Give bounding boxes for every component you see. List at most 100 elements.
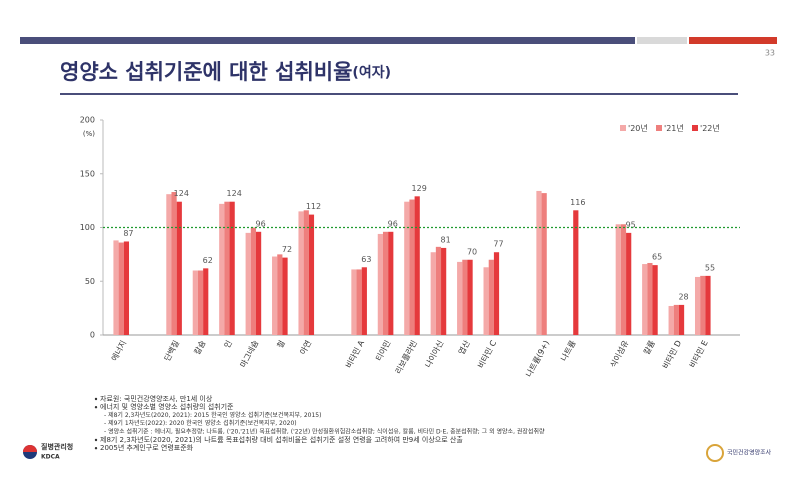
bar (620, 224, 627, 335)
bar (377, 233, 383, 335)
logo-name: 질병관리청 (41, 442, 73, 451)
bar (351, 269, 357, 335)
header-bar (637, 37, 687, 44)
bar (113, 240, 119, 335)
bar (441, 247, 447, 335)
data-label: 77 (493, 240, 503, 249)
bar (435, 246, 442, 335)
bar (430, 252, 436, 335)
bar (668, 305, 674, 335)
x-tick-label: 나트륨 (559, 339, 577, 363)
y-tick-label: 50 (85, 277, 95, 286)
x-tick-label: 에너지 (109, 338, 128, 362)
bullet (94, 406, 98, 409)
bar (652, 265, 658, 335)
y-tick-label: 200 (80, 116, 95, 125)
x-tick-label: 나트륨(9+) (524, 339, 551, 379)
x-tick-label: 식이섬유 (608, 338, 631, 369)
bar (409, 199, 415, 335)
bar (404, 201, 410, 335)
logo-abbr: KDCA (41, 454, 60, 461)
data-label: 112 (306, 202, 321, 211)
data-label: 63 (361, 255, 371, 264)
title-main: 영양소 섭취기준에 대한 섭취비율 (60, 60, 352, 84)
legend-label: '21년 (664, 123, 684, 133)
title-underline (60, 93, 738, 95)
footnote: - 제9기 1차년도(2022): 2020 한국인 영양소 섭취기준(보건복지… (104, 419, 297, 427)
bar (382, 231, 389, 335)
bar (308, 214, 315, 335)
bar (678, 304, 685, 335)
bar (171, 192, 177, 335)
legend-swatch (656, 125, 662, 131)
bar (467, 259, 473, 335)
logo-mark (706, 444, 724, 462)
y-tick-label: 100 (80, 223, 95, 232)
bar (123, 241, 130, 335)
x-tick-label: 인 (222, 338, 234, 349)
bar (700, 275, 706, 335)
y-unit: (%) (83, 130, 95, 138)
bar (493, 252, 500, 335)
bar (250, 227, 256, 335)
bar (694, 276, 701, 335)
page-number: 33 (765, 49, 775, 58)
y-tick-label: 0 (90, 331, 95, 340)
bar (192, 270, 198, 335)
data-label: 70 (467, 247, 477, 256)
chart: 0 50 100 150 200 87 124 62 124 96 72 112 63 96 129 81 70… (80, 116, 740, 379)
bar (197, 270, 204, 335)
logo-name: 국민건강영양조사 (727, 449, 772, 457)
bar (176, 201, 182, 335)
data-label: 96 (388, 219, 398, 228)
bar (255, 231, 262, 335)
bar (229, 201, 235, 335)
logo-mark (23, 445, 37, 452)
data-label: 95 (626, 220, 636, 229)
slide-title: 영양소 섭취기준에 대한 섭취비율(여자) (60, 60, 391, 84)
x-tick-label: 철 (275, 338, 287, 349)
bar (277, 254, 283, 335)
logo-left: 질병관리청 KDCA (23, 442, 73, 461)
legend-label: '20년 (628, 123, 648, 133)
bullet (94, 447, 98, 450)
bar (361, 267, 367, 335)
bar (673, 304, 679, 335)
bar (272, 256, 278, 335)
bar (626, 232, 632, 335)
footnote: 자료원: 국민건강영양조사, 만1세 이상 (100, 394, 213, 403)
bar (536, 190, 542, 335)
x-tick-label: 아연 (297, 338, 313, 356)
x-tick-label: 비타민 C (475, 338, 498, 370)
x-tick-label: 티아민 (373, 338, 392, 362)
data-label: 81 (441, 235, 451, 244)
legend-label: '22년 (700, 123, 720, 133)
bar (224, 201, 230, 335)
bar (219, 203, 225, 335)
bar (414, 196, 420, 335)
header-bar (689, 37, 777, 44)
x-tick-label: 엽산 (456, 338, 472, 356)
data-label: 62 (203, 256, 213, 265)
footnote: - 제8기 2,3차년도(2020, 2021): 2015 한국인 영양소 섭… (104, 411, 321, 419)
footnote: 2005년 추계인구로 연령표준화 (100, 443, 194, 452)
y-tick-label: 150 (80, 169, 95, 178)
x-tick-label: 단백질 (162, 338, 181, 362)
bar (303, 210, 309, 335)
footnote: 에너지 및 영양소별 영양소 섭취량의 섭취기준 (100, 402, 234, 411)
legend-swatch (620, 125, 626, 131)
bar (462, 259, 468, 335)
bar (642, 264, 648, 335)
data-label: 28 (678, 292, 688, 301)
footnote: 제8기 2,3차년도(2020, 2021)의 나트륨 목표섭취량 대비 섭취비… (100, 435, 463, 444)
bar (298, 211, 304, 335)
x-tick-label: 비타민 A (343, 338, 366, 370)
data-label: 87 (123, 229, 133, 238)
x-tick-label: 리보플라빈 (394, 339, 419, 376)
x-tick-label: 칼슘 (193, 339, 208, 356)
x-tick-label: 나이아신 (423, 338, 446, 369)
bar (647, 262, 653, 335)
bar (483, 267, 489, 335)
